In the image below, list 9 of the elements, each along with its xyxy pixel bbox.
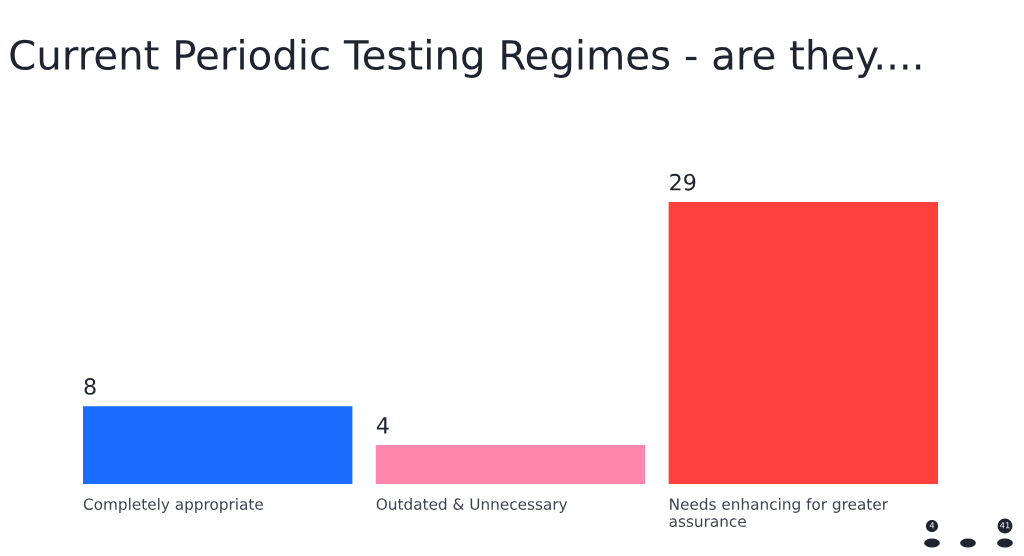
x-tick-label: Needs enhancing for greater assurance	[669, 498, 888, 528]
text: 41	[1000, 522, 1010, 529]
data-label: 4	[376, 417, 389, 434]
data-label: 8	[84, 378, 96, 395]
x-tick-label: Outdated & Unnecessary	[376, 498, 568, 513]
x-tick-label: Completely appropriate	[83, 498, 263, 513]
text: 4	[929, 522, 935, 529]
data-label: 29	[670, 173, 696, 191]
chart-title: Current Periodic Testing Regimes - are they....	[10, 38, 921, 78]
